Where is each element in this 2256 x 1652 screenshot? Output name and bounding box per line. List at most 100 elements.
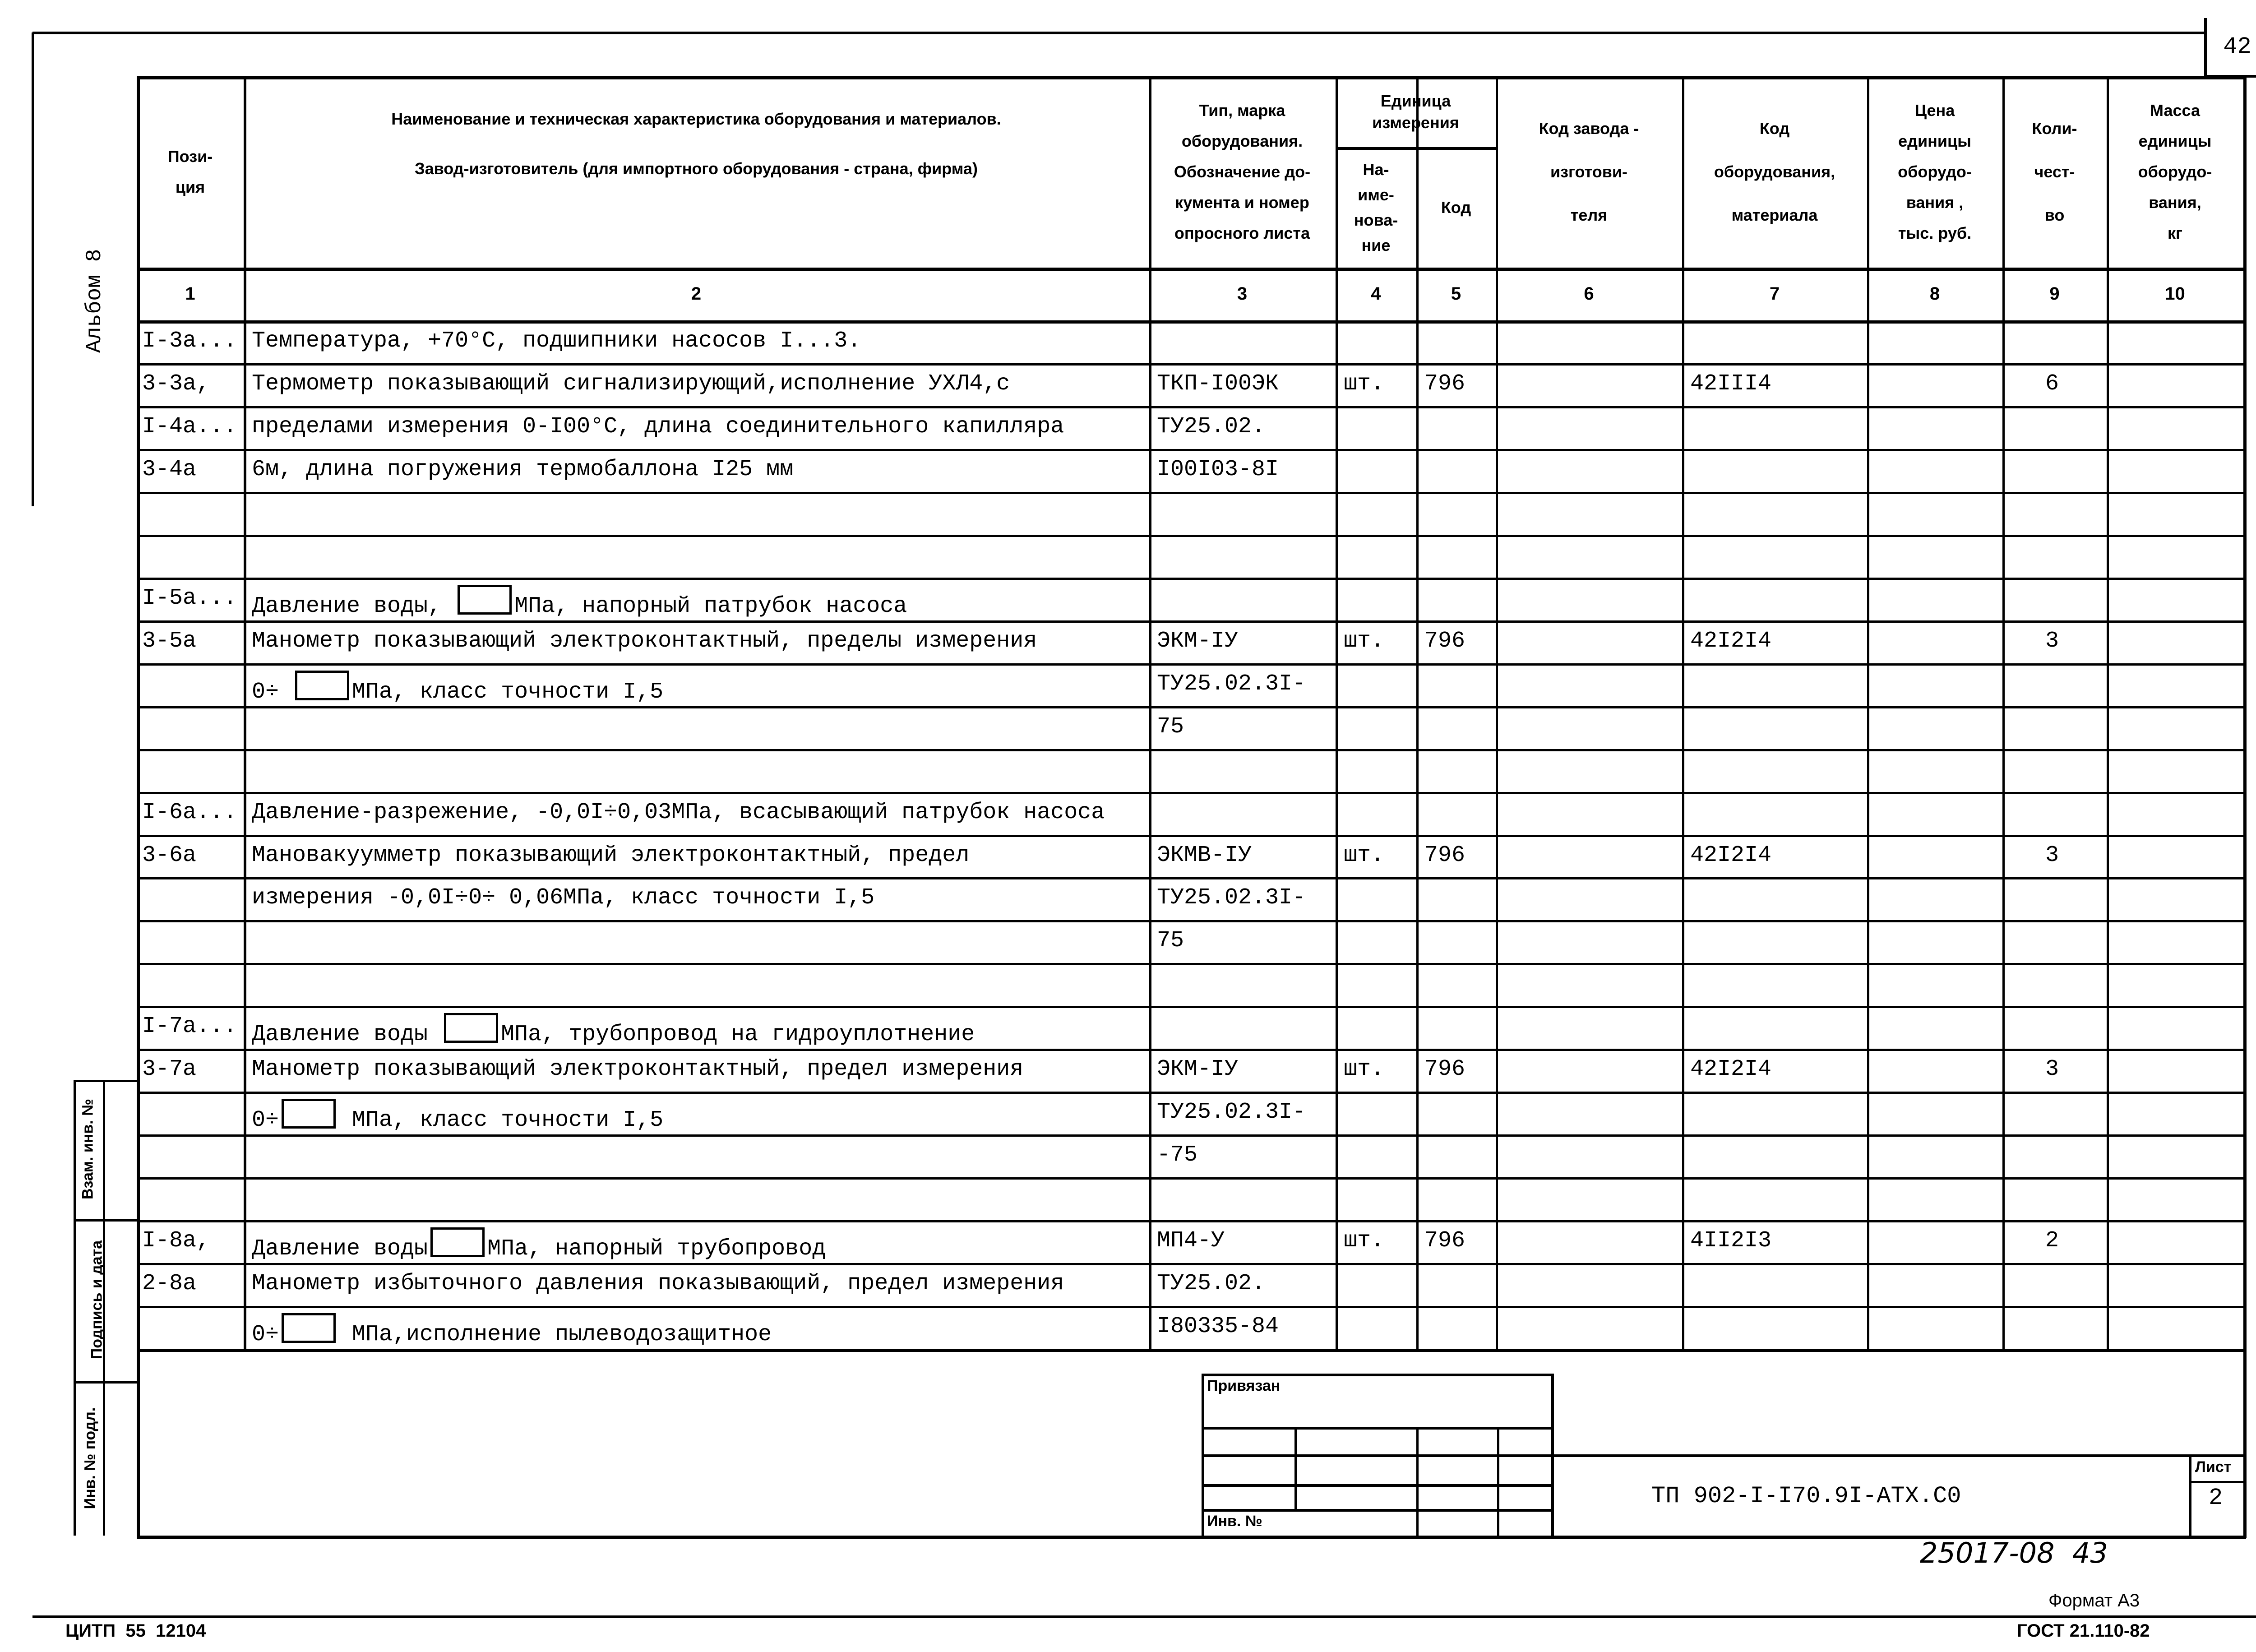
page-number-box: 42 [2204, 18, 2256, 78]
border-bottom [32, 1615, 2256, 1618]
cell-type: ТУ25.02. [1157, 1271, 1266, 1296]
column-number: 8 [1929, 284, 1940, 304]
header-text: изготови- [1550, 162, 1628, 181]
column-number: 6 [1584, 284, 1594, 304]
cell-type: ТУ25.02. [1157, 414, 1266, 440]
cell-type: МП4-У [1157, 1228, 1225, 1254]
header-type: Тип, марка оборудования. Обозначение до-ку… [1149, 76, 1336, 268]
header-text: тыс. руб. [1898, 224, 1972, 242]
row-divider [137, 1134, 2243, 1137]
cell-pos: I-6а... [142, 800, 237, 825]
cell-pos: I-3а... [142, 328, 237, 354]
cell-unit-code: 796 [1424, 371, 1465, 397]
title-block-line [1202, 1427, 1551, 1430]
row-divider [137, 449, 2243, 451]
cell-name: Термометр показывающий сигнализирующий,и… [252, 371, 1010, 397]
cell-name: Давление-разрежение, -0,0I÷0,03МПа, всас… [252, 800, 1105, 825]
cell-name: Давление воды МПа, трубопровод на гидроу… [252, 1006, 975, 1048]
side-stamp-signature-date: Подпись и дата [88, 1240, 106, 1360]
header-text: материала [1731, 206, 1818, 224]
side-stamp-line [74, 1080, 137, 1082]
row-divider [137, 920, 2243, 922]
header-text: Код [1441, 198, 1471, 217]
header-mass: Масса единицы оборудо-вания, кг [2107, 76, 2243, 268]
cell-pos: 3-5а [142, 628, 197, 654]
album-label: Альбом 8 [83, 249, 107, 353]
header-text: теля [1570, 206, 1608, 224]
header-text: кумента и номер [1175, 193, 1309, 212]
header-name: Наименование и техническая характеристик… [244, 76, 1149, 212]
value-input-box [444, 1013, 499, 1043]
column-divider [2107, 76, 2109, 1349]
header-price: Цена единицы оборудо-вания , тыс. руб. [1867, 76, 2002, 268]
header-text: Единица [1380, 91, 1451, 110]
cell-unit: шт. [1344, 628, 1385, 654]
header-text: вания , [1906, 193, 1964, 212]
header-text: име- [1358, 185, 1394, 204]
column-divider [1149, 76, 1151, 1349]
column-divider [1336, 76, 1338, 1349]
column-divider [1416, 76, 1419, 1349]
header-text: оборудо- [2138, 162, 2212, 181]
header-manufacturer-code: Код завода - изготови-теля [1496, 76, 1682, 268]
cell-type: ТКП-I00ЭК [1157, 371, 1279, 397]
row-divider [137, 578, 2243, 580]
inv-number-label: Инв. № [1207, 1513, 1262, 1530]
side-stamp-line [74, 1219, 137, 1222]
side-stamp-replaced-inv: Взам. инв. № [79, 1098, 97, 1200]
row-divider [137, 1263, 2243, 1265]
table-top [137, 76, 2246, 79]
row-divider [137, 963, 2243, 965]
row-divider [137, 877, 2243, 879]
header-unit-code: Код [1416, 147, 1496, 268]
publisher-code: ЦИТП 55 12104 [65, 1621, 206, 1641]
cell-name: Мановакуумметр показывающий электроконта… [252, 842, 970, 868]
cell-eq-code: 42I2I4 [1690, 842, 1772, 868]
header-text: Масса [2150, 101, 2200, 120]
unit-header-divider [1336, 147, 1496, 150]
cell-qty: 3 [2045, 1056, 2059, 1082]
header-text: Цена [1914, 101, 1955, 120]
cell-type: ТУ25.02.3I- [1157, 885, 1306, 911]
side-stamp-original-inv: Инв. № подл. [81, 1407, 99, 1509]
value-input-box [282, 1313, 336, 1343]
cell-unit-code: 796 [1424, 1228, 1465, 1254]
column-number: 3 [1237, 284, 1248, 304]
cell-pos: I-8а, [142, 1228, 210, 1254]
row-divider [137, 1006, 2243, 1008]
value-input-box [282, 1099, 336, 1129]
header-text: оборудо- [1898, 162, 1972, 181]
row-divider [137, 792, 2243, 794]
row-divider [137, 663, 2243, 666]
document-code: ТП 902-I-I70.9I-АТХ.С0 [1651, 1483, 1961, 1509]
cell-unit-code: 796 [1424, 628, 1465, 654]
column-number: 1 [185, 284, 195, 304]
header-text: Код завода - [1539, 119, 1639, 138]
header-position: Пози-ция [137, 76, 244, 268]
cell-qty: 3 [2045, 628, 2059, 654]
header-text: во [2044, 206, 2065, 224]
cell-name: 6м, длина погружения термобаллона I25 мм [252, 457, 794, 482]
header-text: Пози- [167, 147, 213, 166]
header-unit-group: Единица измерения [1336, 76, 1496, 147]
border-left-short [32, 32, 34, 506]
cell-name: Манометр показывающий электроконтактный,… [252, 628, 1037, 654]
numbers-divider [137, 320, 2243, 324]
row-divider [137, 835, 2243, 837]
standard-label: ГОСТ 21.110-82 [2017, 1621, 2150, 1641]
cell-name: Давление воды, МПа, напорный патрубок на… [252, 578, 907, 620]
column-number: 4 [1371, 284, 1381, 304]
cell-pos: 2-8а [142, 1271, 197, 1296]
side-stamp-line [74, 1080, 76, 1536]
cell-name: Манометр показывающий электроконтактный,… [252, 1056, 1024, 1082]
row-divider [137, 492, 2243, 494]
row-divider [137, 706, 2243, 708]
header-text: кг [2167, 224, 2182, 242]
header-text: ция [175, 178, 205, 196]
row-divider [137, 1092, 2243, 1094]
cell-name: пределами измерения 0-I00°С, длина соеди… [252, 414, 1064, 440]
row-divider [137, 620, 2243, 623]
cell-type: 75 [1157, 928, 1184, 953]
row-divider [137, 749, 2243, 751]
header-equipment-code: Код оборудования, материала [1682, 76, 1867, 268]
